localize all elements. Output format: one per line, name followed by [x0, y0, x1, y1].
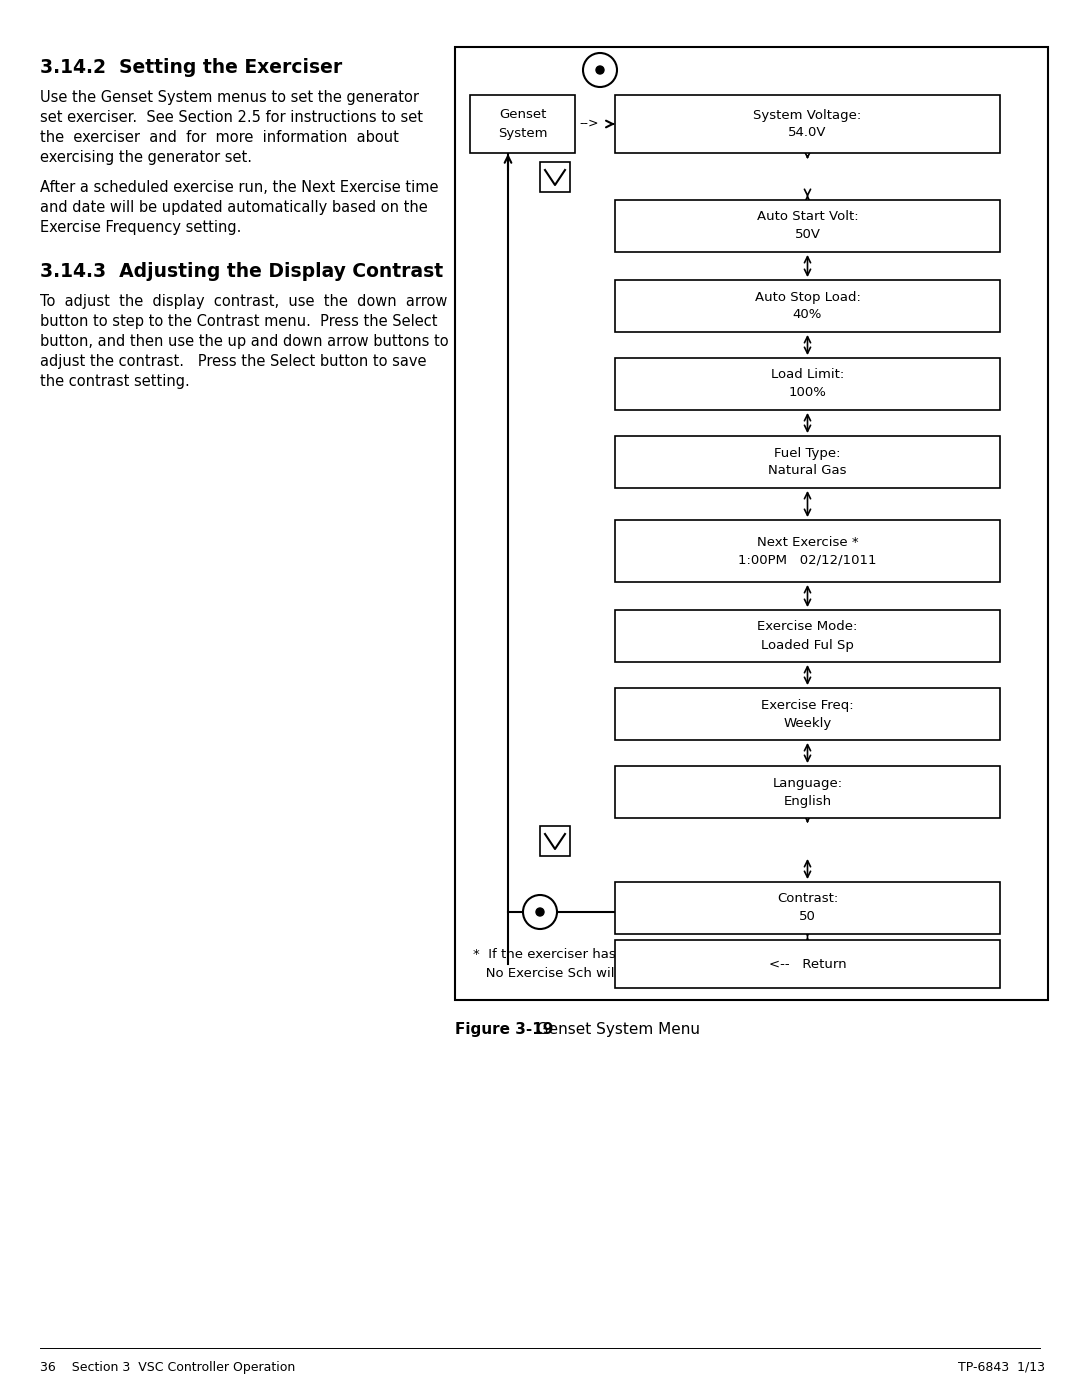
Text: No Exercise Sch will be displayed.: No Exercise Sch will be displayed.: [473, 967, 712, 981]
Text: Genset
System: Genset System: [498, 109, 548, 140]
Text: To  adjust  the  display  contrast,  use  the  down  arrow: To adjust the display contrast, use the …: [40, 293, 447, 309]
Circle shape: [583, 53, 617, 87]
Text: TP-6843  1/13: TP-6843 1/13: [958, 1361, 1045, 1375]
Text: and date will be updated automatically based on the: and date will be updated automatically b…: [40, 200, 428, 215]
Text: Next Exercise *
1:00PM   02/12/1011: Next Exercise * 1:00PM 02/12/1011: [739, 535, 877, 567]
Text: 3.14.3  Adjusting the Display Contrast: 3.14.3 Adjusting the Display Contrast: [40, 263, 443, 281]
Text: adjust the contrast.   Press the Select button to save: adjust the contrast. Press the Select bu…: [40, 353, 427, 369]
Circle shape: [536, 908, 544, 916]
Text: set exerciser.  See Section 2.5 for instructions to set: set exerciser. See Section 2.5 for instr…: [40, 110, 423, 124]
Bar: [455, 47, 1048, 1000]
Text: Exercise Freq:
Weekly: Exercise Freq: Weekly: [761, 698, 854, 729]
Text: Contrast:
50: Contrast: 50: [777, 893, 838, 923]
Text: Fuel Type:
Natural Gas: Fuel Type: Natural Gas: [768, 447, 847, 478]
Text: exercising the generator set.: exercising the generator set.: [40, 149, 252, 165]
Bar: [615, 520, 1000, 583]
Text: Auto Stop Load:
40%: Auto Stop Load: 40%: [755, 291, 861, 321]
Text: Exercise Frequency setting.: Exercise Frequency setting.: [40, 219, 241, 235]
Text: Figure 3-19: Figure 3-19: [455, 1023, 553, 1037]
Text: Exercise Mode:
Loaded Ful Sp: Exercise Mode: Loaded Ful Sp: [757, 620, 858, 651]
Bar: [615, 95, 1000, 154]
Bar: [540, 826, 570, 856]
Bar: [615, 436, 1000, 488]
Bar: [470, 95, 575, 154]
Text: After a scheduled exercise run, the Next Exercise time: After a scheduled exercise run, the Next…: [40, 180, 438, 196]
Text: *  If the exerciser has not been set,: * If the exerciser has not been set,: [473, 949, 708, 961]
Circle shape: [523, 895, 557, 929]
Text: <--   Return: <-- Return: [769, 957, 847, 971]
Text: -->: -->: [579, 116, 598, 130]
Bar: [615, 358, 1000, 409]
Text: the contrast setting.: the contrast setting.: [40, 374, 190, 388]
Bar: [540, 162, 570, 191]
Text: System Voltage:
54.0V: System Voltage: 54.0V: [754, 109, 862, 140]
Text: Genset System Menu: Genset System Menu: [527, 1023, 700, 1037]
Text: 36    Section 3  VSC Controller Operation: 36 Section 3 VSC Controller Operation: [40, 1361, 295, 1375]
Bar: [615, 200, 1000, 251]
Text: Use the Genset System menus to set the generator: Use the Genset System menus to set the g…: [40, 89, 419, 105]
Text: Auto Start Volt:
50V: Auto Start Volt: 50V: [757, 211, 859, 242]
Bar: [615, 766, 1000, 819]
Bar: [615, 687, 1000, 740]
Text: Language:
English: Language: English: [772, 777, 842, 807]
Text: button, and then use the up and down arrow buttons to: button, and then use the up and down arr…: [40, 334, 448, 349]
Bar: [615, 882, 1000, 935]
Bar: [615, 610, 1000, 662]
Text: 3.14.2  Setting the Exerciser: 3.14.2 Setting the Exerciser: [40, 59, 342, 77]
Bar: [615, 279, 1000, 332]
Circle shape: [596, 66, 604, 74]
Text: button to step to the Contrast menu.  Press the Select: button to step to the Contrast menu. Pre…: [40, 314, 437, 330]
Text: the  exerciser  and  for  more  information  about: the exerciser and for more information a…: [40, 130, 399, 145]
Text: Load Limit:
100%: Load Limit: 100%: [771, 369, 845, 400]
Bar: [615, 940, 1000, 988]
